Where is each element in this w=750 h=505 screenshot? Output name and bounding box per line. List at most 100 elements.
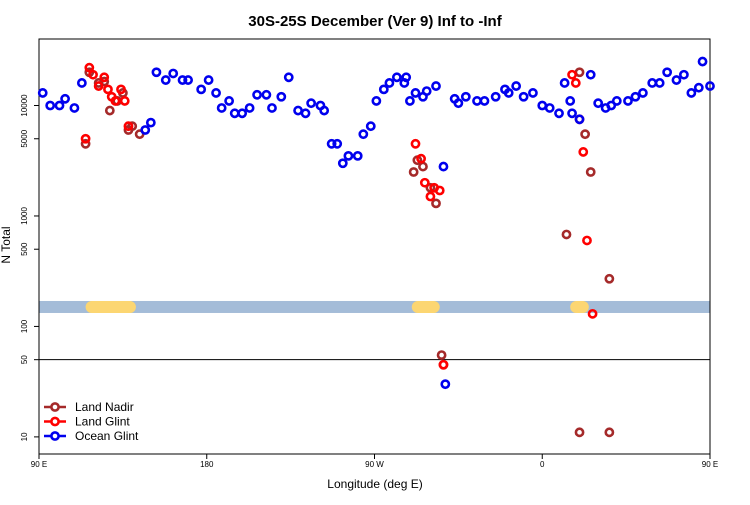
- ocean-glint-point: [611, 96, 622, 106]
- ocean-glint-point: [267, 103, 277, 113]
- ocean-glint-point: [410, 88, 421, 98]
- y-axis-label: N Total: [0, 226, 13, 263]
- ocean-glint-point: [654, 78, 665, 88]
- land-glint-point: [570, 78, 581, 88]
- land-glint-point: [578, 147, 589, 157]
- land-glint-point: [103, 84, 113, 95]
- ocean-glint-point: [431, 81, 441, 91]
- ocean-glint-point: [638, 88, 648, 98]
- ocean-glint-point: [490, 91, 501, 102]
- land-nadir-point: [604, 427, 615, 438]
- x-tick-label: 90 E: [31, 460, 47, 469]
- ocean-glint-point: [45, 100, 56, 111]
- land-glint-point: [123, 121, 134, 132]
- land-glint-point: [116, 84, 126, 95]
- ocean-glint-point: [261, 89, 272, 100]
- ocean-glint-point: [300, 108, 311, 119]
- ocean-glint-point: [54, 100, 65, 111]
- ocean-glint-point: [343, 150, 354, 161]
- ocean-glint-point: [358, 129, 369, 140]
- ocean-glint-point: [216, 103, 227, 113]
- land-band-segment: [85, 300, 136, 313]
- ocean-glint-point: [401, 72, 412, 83]
- data-points: [37, 56, 715, 438]
- land-nadir-point: [408, 167, 419, 177]
- ocean-glint-point: [559, 78, 570, 88]
- x-tick-label: 90 W: [365, 460, 384, 469]
- land-nadir-point: [580, 129, 591, 140]
- ocean-glint-point: [211, 88, 221, 98]
- land-nadir-point: [585, 167, 596, 177]
- ocean-glint-point: [567, 108, 577, 119]
- y-tick-label: 10: [20, 432, 29, 441]
- axes: 90 E 180 90 W 0 90 E 10 50 100 500 1000 5000 10000: [20, 38, 718, 469]
- ocean-glint-point: [593, 98, 604, 109]
- land-nadir-point: [604, 273, 615, 284]
- land-glint-point: [93, 81, 104, 91]
- ocean-glint-point: [440, 379, 451, 390]
- ocean-glint-point: [511, 81, 522, 91]
- ocean-glint-point: [460, 91, 471, 102]
- y-tick-label: 100: [20, 319, 29, 333]
- ocean-glint-point: [145, 117, 156, 128]
- ocean-glint-point: [693, 82, 704, 93]
- land-nadir-point: [561, 229, 572, 240]
- land-glint-point: [80, 133, 91, 144]
- ocean-glint-point: [391, 72, 402, 83]
- ocean-glint-point: [196, 84, 207, 95]
- ocean-glint-point: [229, 108, 240, 119]
- land-glint-point: [419, 177, 430, 188]
- land-nadir-point: [436, 350, 447, 361]
- x-axis-label: Longitude (deg E): [327, 477, 422, 491]
- legend-marker: [50, 416, 60, 427]
- y-tick-label: 50: [20, 355, 29, 364]
- ocean-glint-point: [405, 96, 415, 106]
- ocean-glint-point: [365, 121, 376, 132]
- ocean-glint-point: [371, 96, 382, 106]
- ocean-glint-point: [554, 108, 564, 119]
- ocean-glint-point: [151, 67, 162, 78]
- land-nadir-point: [418, 161, 428, 172]
- ocean-glint-point: [326, 138, 337, 149]
- legend-label: Ocean Glint: [75, 429, 139, 443]
- ocean-glint-point: [203, 75, 214, 85]
- ocean-glint-point: [528, 88, 538, 98]
- ocean-glint-point: [697, 56, 708, 67]
- ocean-glint-point: [224, 96, 235, 106]
- ocean-glint-point: [662, 67, 673, 78]
- ocean-glint-point: [306, 98, 317, 109]
- land-glint-point: [425, 191, 436, 202]
- land-band-segment: [570, 300, 589, 313]
- ocean-glint-point: [679, 69, 689, 80]
- ocean-glint-point: [565, 96, 576, 106]
- ocean-glint-point: [647, 78, 658, 88]
- legend-label: Land Glint: [75, 415, 130, 429]
- land-glint-point: [110, 96, 121, 106]
- legend-marker: [50, 431, 60, 441]
- ocean-glint-point: [283, 72, 294, 83]
- legend-label: Land Nadir: [75, 400, 134, 414]
- legend-marker: [50, 402, 60, 412]
- y-tick-label: 1000: [20, 207, 29, 225]
- ocean-glint-point: [574, 114, 585, 125]
- y-tick-label: 10000: [20, 94, 29, 117]
- land-nadir-point: [99, 76, 110, 87]
- land-glint-point: [99, 72, 110, 83]
- y-tick-label: 5000: [20, 129, 29, 147]
- ocean-glint-point: [438, 161, 449, 172]
- ocean-glint-point: [503, 88, 514, 98]
- land-nadir-point: [127, 121, 138, 132]
- land-nadir-point: [80, 138, 91, 149]
- ocean-glint-point: [177, 75, 188, 85]
- ocean-glint-point: [76, 78, 87, 88]
- ocean-glint-point: [244, 103, 255, 113]
- land-ocean-band: [39, 300, 710, 313]
- ocean-glint-point: [37, 88, 48, 98]
- ocean-glint-point: [671, 75, 682, 85]
- land-nadir-point: [104, 105, 115, 116]
- land-glint-point: [119, 96, 130, 106]
- land-glint-point: [582, 235, 592, 246]
- ocean-glint-point: [140, 125, 151, 135]
